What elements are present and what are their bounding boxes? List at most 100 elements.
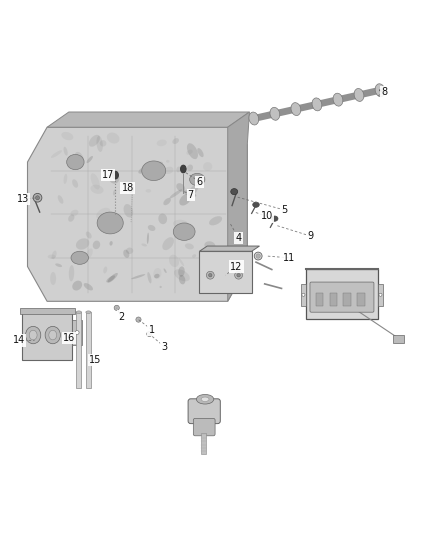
Ellipse shape <box>51 150 62 158</box>
Bar <box>201 433 206 454</box>
Text: 3: 3 <box>162 342 168 352</box>
Text: 14: 14 <box>13 335 25 345</box>
Bar <box>22 310 72 360</box>
Bar <box>357 293 365 305</box>
Ellipse shape <box>176 183 185 192</box>
Ellipse shape <box>164 269 166 273</box>
Ellipse shape <box>169 255 179 267</box>
Ellipse shape <box>68 160 72 164</box>
Bar <box>86 312 91 389</box>
Ellipse shape <box>202 265 209 268</box>
Ellipse shape <box>173 138 179 144</box>
Ellipse shape <box>49 330 57 340</box>
Ellipse shape <box>142 161 166 181</box>
Ellipse shape <box>196 394 214 404</box>
Ellipse shape <box>180 165 186 173</box>
Polygon shape <box>47 112 250 127</box>
Polygon shape <box>28 127 247 301</box>
Ellipse shape <box>86 231 92 239</box>
Ellipse shape <box>165 167 173 174</box>
Ellipse shape <box>154 161 163 166</box>
Ellipse shape <box>141 244 147 246</box>
Text: 6: 6 <box>196 176 202 187</box>
Ellipse shape <box>33 193 42 202</box>
Ellipse shape <box>253 202 259 207</box>
Ellipse shape <box>110 241 113 246</box>
Ellipse shape <box>197 148 204 157</box>
Bar <box>393 335 404 343</box>
Ellipse shape <box>375 84 385 96</box>
Ellipse shape <box>148 225 155 231</box>
Ellipse shape <box>312 98 322 111</box>
Polygon shape <box>228 112 250 301</box>
Ellipse shape <box>123 249 129 258</box>
Bar <box>20 308 74 313</box>
Ellipse shape <box>55 263 62 267</box>
Ellipse shape <box>93 240 100 249</box>
Ellipse shape <box>64 174 67 184</box>
Ellipse shape <box>254 252 262 260</box>
Ellipse shape <box>29 330 37 340</box>
FancyBboxPatch shape <box>193 418 215 436</box>
Ellipse shape <box>185 243 194 249</box>
Ellipse shape <box>166 160 170 163</box>
Ellipse shape <box>97 212 123 234</box>
Ellipse shape <box>146 189 151 192</box>
Ellipse shape <box>302 293 305 296</box>
Ellipse shape <box>25 326 41 344</box>
Ellipse shape <box>86 311 91 313</box>
Ellipse shape <box>48 255 56 259</box>
Ellipse shape <box>106 276 115 282</box>
Ellipse shape <box>153 268 162 279</box>
Ellipse shape <box>159 286 162 288</box>
Ellipse shape <box>270 107 280 120</box>
Ellipse shape <box>76 311 81 313</box>
Ellipse shape <box>208 273 212 277</box>
Ellipse shape <box>96 208 110 220</box>
Ellipse shape <box>74 152 84 165</box>
Ellipse shape <box>76 238 89 249</box>
Ellipse shape <box>71 251 88 264</box>
Ellipse shape <box>138 166 149 174</box>
Text: 7: 7 <box>187 190 194 200</box>
Ellipse shape <box>179 193 191 206</box>
FancyBboxPatch shape <box>310 282 374 312</box>
Ellipse shape <box>177 167 180 172</box>
Ellipse shape <box>89 135 100 147</box>
Ellipse shape <box>147 332 152 336</box>
Bar <box>378 284 383 305</box>
Text: 17: 17 <box>102 170 114 180</box>
Ellipse shape <box>113 189 117 196</box>
Ellipse shape <box>67 155 84 169</box>
Ellipse shape <box>147 233 149 244</box>
Ellipse shape <box>50 272 56 285</box>
Ellipse shape <box>131 274 145 279</box>
Text: 5: 5 <box>281 205 287 215</box>
Ellipse shape <box>35 196 39 200</box>
Ellipse shape <box>58 195 64 204</box>
Ellipse shape <box>154 274 159 278</box>
Bar <box>329 293 337 305</box>
Ellipse shape <box>75 330 79 335</box>
FancyBboxPatch shape <box>188 399 220 424</box>
Bar <box>343 293 351 305</box>
Ellipse shape <box>114 305 119 310</box>
Ellipse shape <box>178 266 185 277</box>
Text: 15: 15 <box>89 355 101 365</box>
Bar <box>72 320 82 345</box>
Ellipse shape <box>126 247 133 254</box>
Ellipse shape <box>173 220 188 228</box>
Text: 18: 18 <box>121 183 134 193</box>
Ellipse shape <box>72 281 82 290</box>
Ellipse shape <box>183 190 196 197</box>
Ellipse shape <box>124 204 133 217</box>
Ellipse shape <box>163 198 171 205</box>
Ellipse shape <box>206 272 208 276</box>
Bar <box>76 312 81 389</box>
Polygon shape <box>199 246 259 251</box>
Ellipse shape <box>256 254 260 258</box>
Ellipse shape <box>235 271 243 279</box>
Ellipse shape <box>231 189 238 195</box>
Ellipse shape <box>174 269 190 281</box>
Text: 2: 2 <box>118 312 124 321</box>
